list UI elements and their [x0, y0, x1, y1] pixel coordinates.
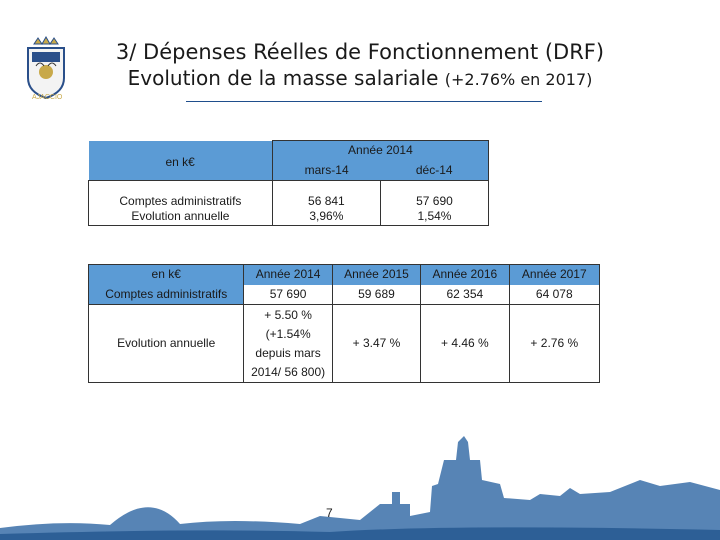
city-crest-logo: AJACCIO	[20, 34, 72, 104]
table2-cell: 59 689	[331, 284, 421, 305]
logo-caption: AJACCIO	[32, 94, 63, 101]
table1-cell: 3,96%	[271, 209, 381, 226]
table1-row-label: Evolution annuelle	[88, 209, 273, 226]
evolution-2014-line: 2014/ 56 800)	[251, 364, 326, 379]
title-line-2-text: Evolution de la masse salariale	[127, 65, 439, 90]
page-number: 7	[326, 506, 333, 520]
table2-cell: 62 354	[420, 284, 510, 305]
table2-cell: + 3.47 %	[331, 304, 421, 383]
table2-cell: 64 078	[508, 284, 600, 305]
table2-row-label: Evolution annuelle	[117, 336, 216, 350]
table2-unit-header: en k€	[88, 264, 244, 285]
title-underline	[186, 101, 542, 102]
table1-unit-header: en k€	[88, 140, 273, 181]
table-annual-evolution: en k€ Année 2014 Année 2015 Année 2016 A…	[88, 264, 600, 383]
title-line-1: 3/ Dépenses Réelles de Fonctionnement (D…	[115, 40, 605, 64]
table1-cell: 1,54%	[379, 209, 490, 226]
title-line-2: Evolution de la masse salariale (+2.76% …	[90, 66, 630, 90]
table2-evolution-2014: + 5.50 % (+1.54% depuis mars 2014/ 56 80…	[243, 304, 333, 383]
table1-year-header: Année 2014	[271, 140, 490, 161]
table-2014-detail: en k€ Année 2014 mars-14 déc-14 Comptes …	[88, 140, 490, 226]
city-skyline-banner	[0, 436, 720, 540]
table1-col2-header: déc-14	[380, 160, 490, 181]
table2-year-header: Année 2014	[243, 264, 333, 285]
evolution-2014-line: depuis mars	[255, 345, 321, 360]
table1-cell: 57 690	[379, 180, 490, 209]
table2-cell: + 4.46 %	[420, 304, 510, 383]
footer-date: 9/29/2020	[30, 508, 79, 520]
evolution-2014-line: + 5.50 %	[264, 307, 312, 322]
slide-title: 3/ Dépenses Réelles de Fonctionnement (D…	[90, 40, 630, 90]
table2-cell: + 2.76 %	[508, 304, 600, 383]
title-percentage: (+2.76% en 2017)	[444, 69, 593, 89]
evolution-2014-line: (+1.54%	[265, 326, 311, 341]
table1-row-label: Comptes administratifs	[88, 180, 273, 209]
table1-cell: 56 841	[271, 180, 381, 209]
table2-year-header: Année 2016	[420, 264, 510, 285]
table1-col1-header: mars-14	[271, 160, 381, 181]
table2-row-label: Comptes administratifs	[88, 284, 244, 305]
table2-cell: 57 690	[243, 284, 333, 305]
table2-year-header: Année 2015	[331, 264, 421, 285]
table2-year-header: Année 2017	[508, 264, 600, 285]
